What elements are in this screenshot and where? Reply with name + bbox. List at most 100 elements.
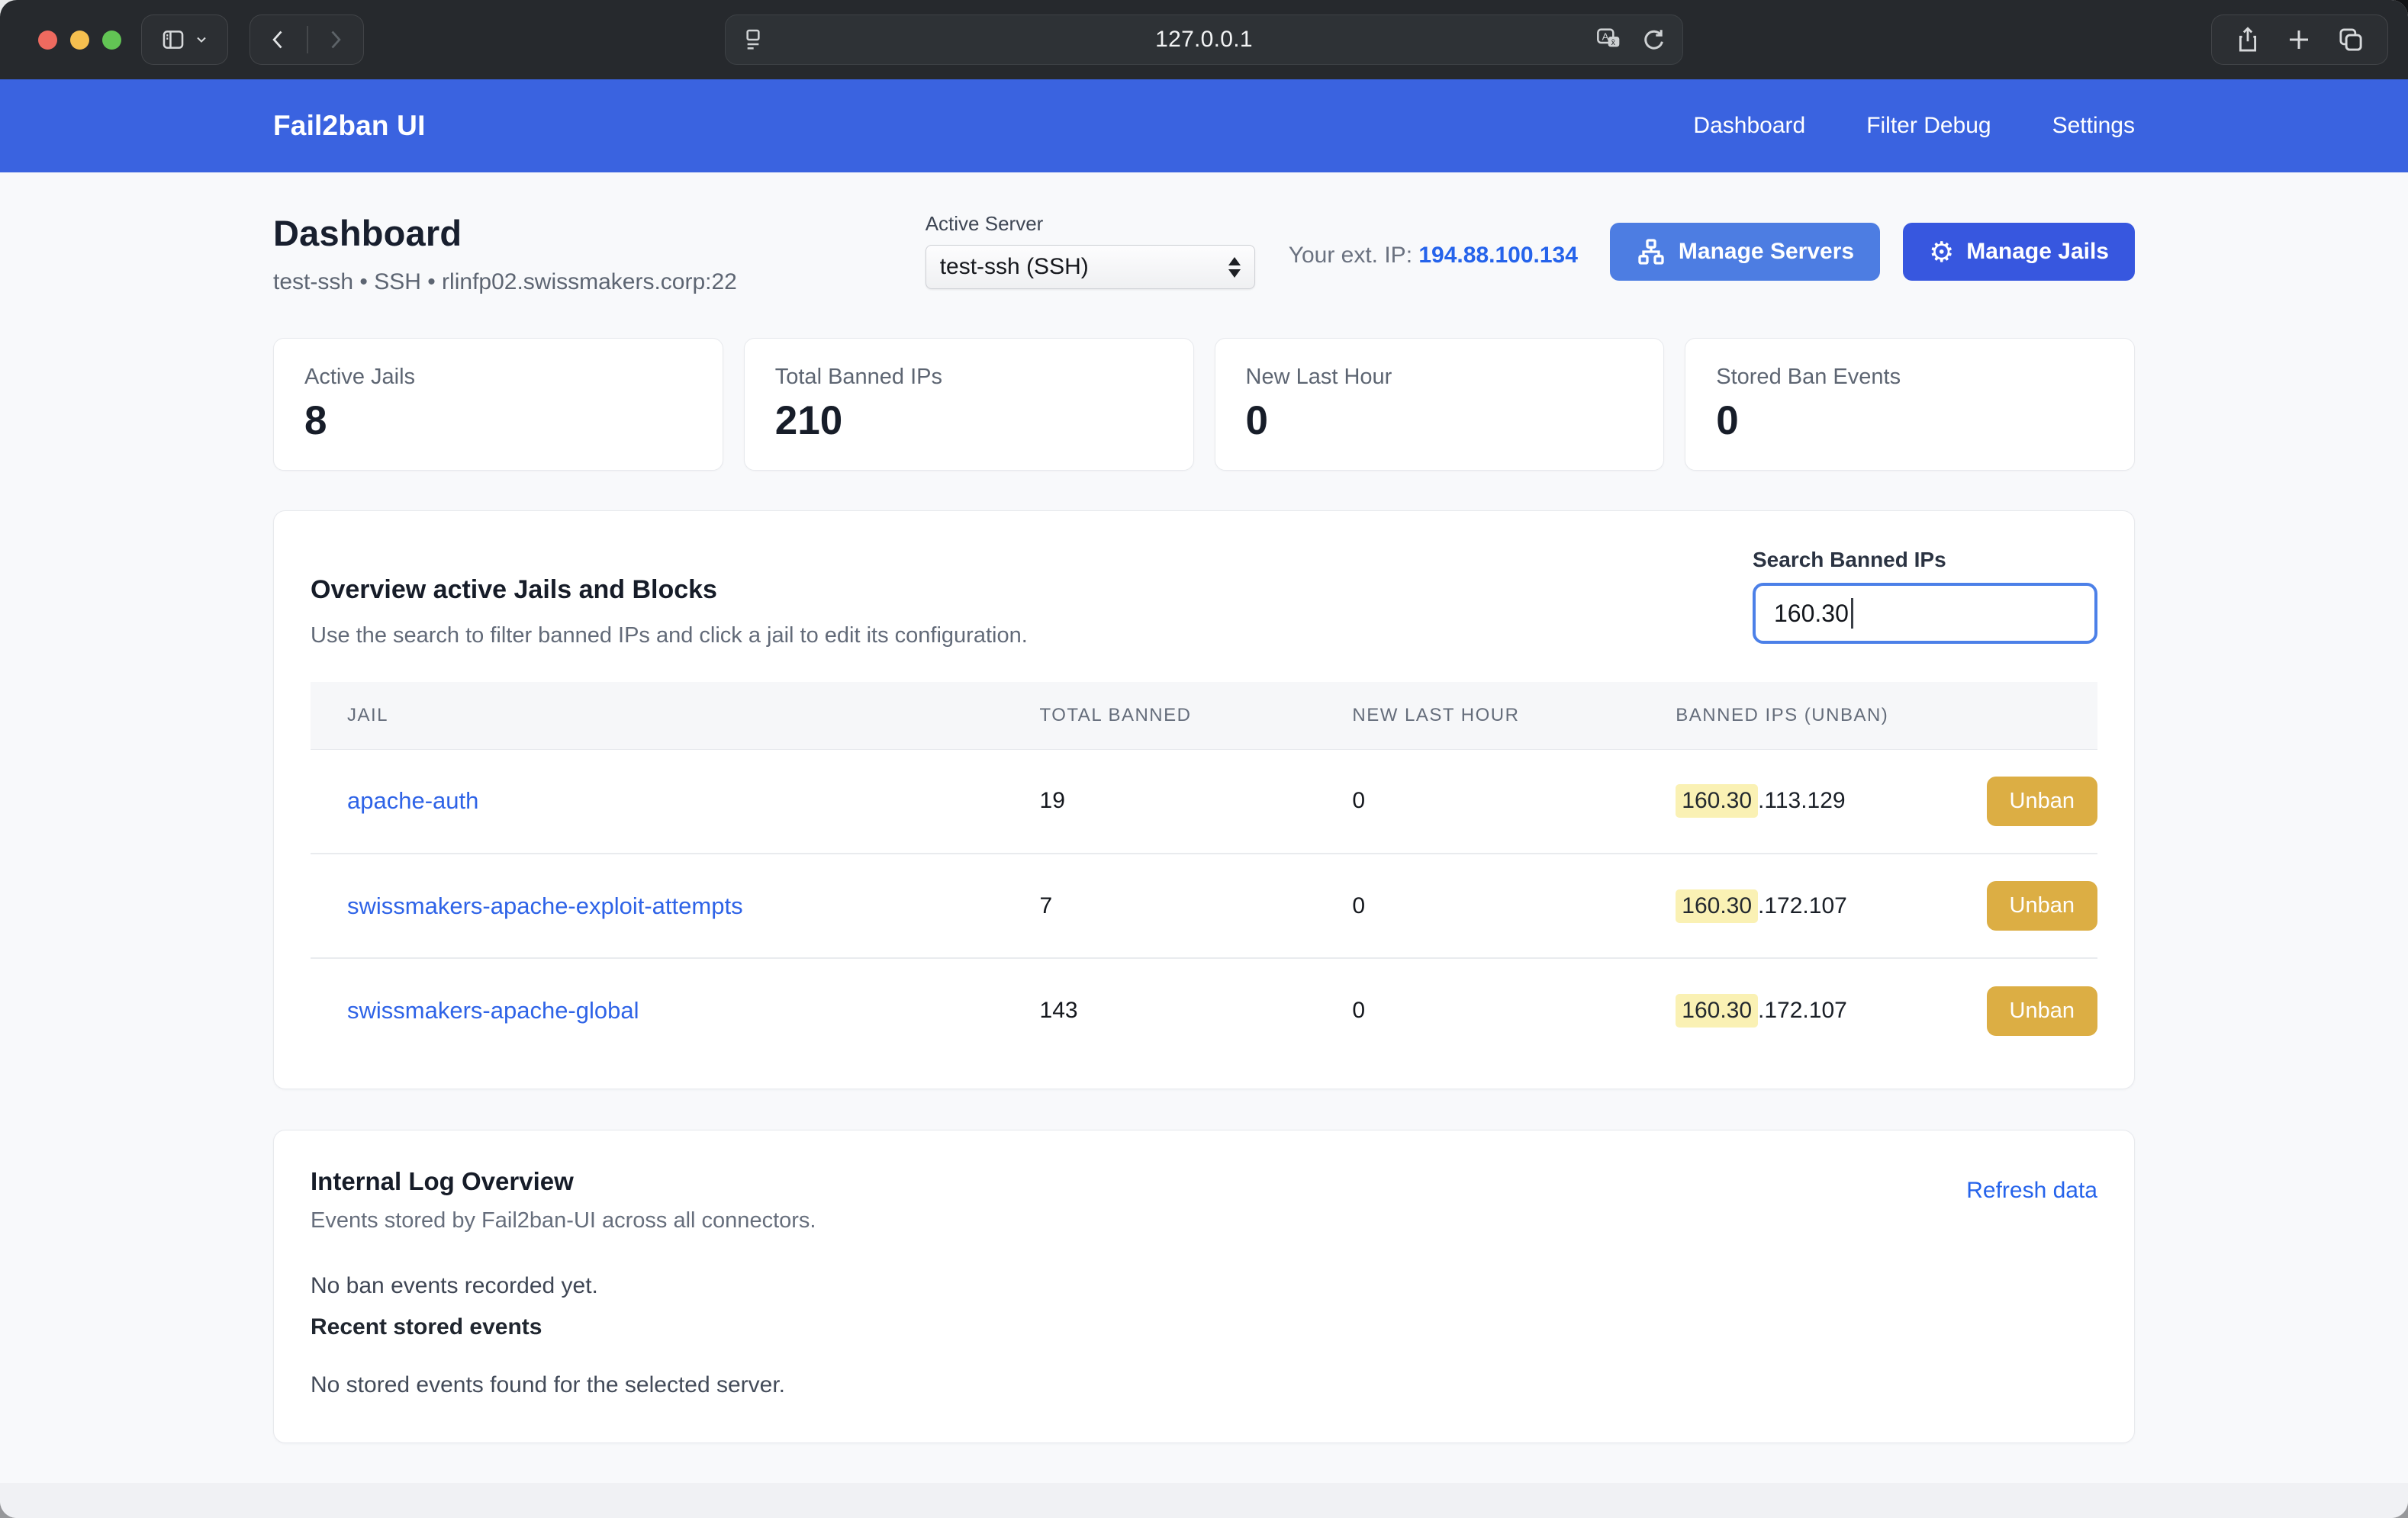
- page-title: Dashboard: [273, 212, 737, 254]
- address-bar[interactable]: 127.0.0.1 A x̄: [725, 14, 1683, 65]
- refresh-data-link[interactable]: Refresh data: [1966, 1178, 2097, 1204]
- sidebar-toggle-button[interactable]: [141, 14, 228, 65]
- table-row: apache-auth 19 0 160.30.113.129 Unban: [311, 749, 2097, 854]
- col-jail: Jail: [311, 682, 1040, 749]
- active-server-select[interactable]: test-ssh (SSH): [926, 245, 1255, 289]
- history-nav-group: [249, 14, 364, 65]
- svg-text:A: A: [1602, 31, 1609, 43]
- forward-icon: [324, 27, 346, 53]
- manage-jails-label: Manage Jails: [1966, 239, 2109, 265]
- ip-rest: .172.107: [1758, 893, 1847, 919]
- nav-link-filter-debug[interactable]: Filter Debug: [1866, 113, 1991, 139]
- jail-link[interactable]: swissmakers-apache-exploit-attempts: [347, 892, 743, 919]
- app-navbar: Fail2ban UI Dashboard Filter Debug Setti…: [0, 79, 2408, 172]
- total-banned-cell: 7: [1040, 854, 1353, 958]
- text-caret: [1851, 598, 1853, 629]
- new-last-hour-cell: 0: [1352, 854, 1676, 958]
- manage-servers-button[interactable]: Manage Servers: [1610, 223, 1880, 281]
- manage-jails-button[interactable]: ⚙ Manage Jails: [1903, 223, 2135, 281]
- log-title-block: Internal Log Overview Events stored by F…: [311, 1167, 816, 1233]
- banned-ip-cell: 160.30.172.107 Unban: [1676, 986, 2097, 1036]
- stat-label: Total Banned IPs: [775, 365, 1163, 390]
- stat-value: 8: [304, 397, 692, 444]
- browser-window: 127.0.0.1 A x̄: [0, 0, 2408, 1518]
- stat-label: Stored Ban Events: [1716, 365, 2104, 390]
- forward-button[interactable]: [307, 27, 363, 53]
- nav-link-dashboard[interactable]: Dashboard: [1693, 113, 1805, 139]
- external-ip-value[interactable]: 194.88.100.134: [1418, 243, 1578, 268]
- url-text[interactable]: 127.0.0.1: [726, 27, 1682, 53]
- stat-value: 0: [1246, 397, 1634, 444]
- minimize-window-button[interactable]: [70, 31, 89, 50]
- tabs-icon[interactable]: [2336, 25, 2365, 54]
- stat-card-stored-ban-events: Stored Ban Events 0: [1685, 338, 2135, 471]
- overview-title-block: Overview active Jails and Blocks Use the…: [311, 575, 1028, 648]
- banned-ip-cell: 160.30.113.129 Unban: [1676, 777, 2097, 826]
- zoom-window-button[interactable]: [102, 31, 121, 50]
- header-actions: Active Server test-ssh (SSH) Your ext. I…: [926, 212, 2135, 289]
- new-last-hour-cell: 0: [1352, 958, 1676, 1063]
- manage-servers-label: Manage Servers: [1679, 239, 1854, 265]
- stat-card-new-last-hour: New Last Hour 0: [1215, 338, 1665, 471]
- translate-icon[interactable]: A x̄: [1594, 24, 1624, 55]
- share-icon[interactable]: [2234, 24, 2262, 55]
- ip-rest: .113.129: [1758, 788, 1846, 814]
- page-subtitle: test-ssh • SSH • rlinfp02.swissmakers.co…: [273, 269, 737, 295]
- ip-match-highlight: 160.30: [1676, 784, 1758, 818]
- search-input[interactable]: 160.30: [1753, 583, 2097, 644]
- svg-text:x̄: x̄: [1611, 38, 1616, 47]
- total-banned-cell: 143: [1040, 958, 1353, 1063]
- unban-button[interactable]: Unban: [1987, 986, 2097, 1036]
- traffic-lights: [20, 31, 141, 50]
- sitemap-icon: [1636, 236, 1666, 267]
- overview-subtitle: Use the search to filter banned IPs and …: [311, 623, 1028, 648]
- stat-cards: Active Jails 8 Total Banned IPs 210 New …: [273, 338, 2135, 471]
- external-ip-label: Your ext. IP:: [1289, 243, 1412, 268]
- stat-label: Active Jails: [304, 365, 692, 390]
- log-subtitle: Events stored by Fail2ban-UI across all …: [311, 1208, 816, 1233]
- no-ban-events-text: No ban events recorded yet.: [311, 1273, 2097, 1299]
- col-banned-ips: Banned IPs (Unban): [1676, 682, 2097, 749]
- internal-log-card: Internal Log Overview Events stored by F…: [273, 1130, 2135, 1443]
- stat-value: 0: [1716, 397, 2104, 444]
- app-brand[interactable]: Fail2ban UI: [273, 110, 426, 142]
- overview-title: Overview active Jails and Blocks: [311, 575, 1028, 605]
- search-label: Search Banned IPs: [1753, 548, 2097, 572]
- jail-link[interactable]: apache-auth: [347, 787, 478, 814]
- banned-ip-cell: 160.30.172.107 Unban: [1676, 881, 2097, 931]
- table-header-row: Jail Total Banned New Last Hour Banned I…: [311, 682, 2097, 749]
- external-ip: Your ext. IP: 194.88.100.134: [1289, 243, 1578, 269]
- browser-chrome: 127.0.0.1 A x̄: [0, 0, 2408, 79]
- select-arrows-icon: [1228, 257, 1241, 278]
- close-window-button[interactable]: [38, 31, 57, 50]
- footer-strip: [0, 1483, 2408, 1518]
- col-new-last-hour: New Last Hour: [1352, 682, 1676, 749]
- back-button[interactable]: [250, 27, 307, 53]
- search-block: Search Banned IPs 160.30: [1753, 548, 2097, 644]
- active-server-value: test-ssh (SSH): [940, 254, 1089, 280]
- new-tab-icon[interactable]: [2285, 26, 2313, 53]
- toolbar-right-group: [2211, 14, 2388, 65]
- log-title: Internal Log Overview: [311, 1167, 816, 1196]
- search-value: 160.30: [1774, 600, 1849, 628]
- table-row: swissmakers-apache-global 143 0 160.30.1…: [311, 958, 2097, 1063]
- total-banned-cell: 19: [1040, 749, 1353, 854]
- chevron-down-icon: [194, 32, 209, 47]
- table-row: swissmakers-apache-exploit-attempts 7 0 …: [311, 854, 2097, 958]
- nav-links: Dashboard Filter Debug Settings: [1693, 113, 2135, 139]
- title-block: Dashboard test-ssh • SSH • rlinfp02.swis…: [273, 212, 737, 295]
- jails-table: Jail Total Banned New Last Hour Banned I…: [311, 682, 2097, 1063]
- unban-button[interactable]: Unban: [1987, 777, 2097, 826]
- stat-label: New Last Hour: [1246, 365, 1634, 390]
- nav-link-settings[interactable]: Settings: [2052, 113, 2135, 139]
- recent-stored-events-title: Recent stored events: [311, 1314, 2097, 1340]
- stat-value: 210: [775, 397, 1163, 444]
- col-total-banned: Total Banned: [1040, 682, 1353, 749]
- overview-card: Overview active Jails and Blocks Use the…: [273, 510, 2135, 1089]
- reload-icon[interactable]: [1640, 26, 1667, 53]
- jail-link[interactable]: swissmakers-apache-global: [347, 997, 639, 1024]
- back-icon: [268, 27, 289, 53]
- unban-button[interactable]: Unban: [1987, 881, 2097, 931]
- ip-match-highlight: 160.30: [1676, 994, 1758, 1028]
- gear-icon: ⚙: [1929, 238, 1954, 266]
